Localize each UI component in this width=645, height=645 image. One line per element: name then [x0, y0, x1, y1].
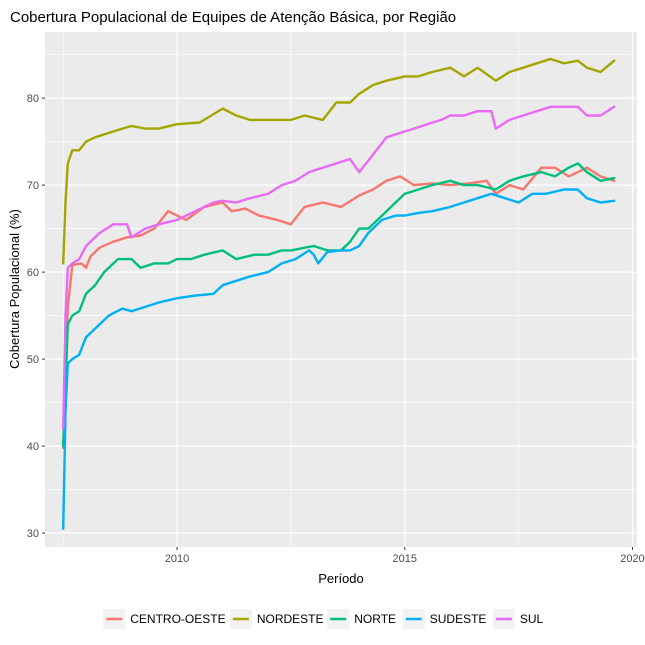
y-tick-label: 80	[27, 93, 39, 105]
legend-item-norte: NORTE	[327, 609, 396, 629]
legend-label: SUDESTE	[430, 612, 487, 626]
y-tick-label: 40	[27, 441, 39, 453]
y-tick-label: 70	[27, 180, 39, 192]
series-line-sul	[62, 105, 616, 430]
series-line-centro-oeste	[62, 166, 616, 449]
legend-label: NORTE	[354, 612, 396, 626]
y-axis-label: Cobertura Populacional (%)	[7, 209, 22, 369]
chart-title: Cobertura Populacional de Equipes de Ate…	[10, 9, 456, 26]
y-tick-label: 30	[27, 528, 39, 540]
series-line-norte	[62, 162, 616, 448]
x-tick-label: 2010	[165, 553, 189, 565]
series-line-nordeste	[62, 57, 616, 265]
legend-item-sudeste: SUDESTE	[402, 609, 487, 629]
y-tick-label: 50	[27, 354, 39, 366]
y-tick-label: 60	[27, 267, 39, 279]
series-layer	[62, 57, 616, 530]
legend-label: SUL	[520, 612, 544, 626]
major-gridlines	[45, 32, 637, 547]
legend-item-centro-oeste: CENTRO-OESTE	[103, 609, 226, 629]
x-axis-label: Período	[318, 571, 364, 586]
axis-ticks: 2010 2015 2020 30 40 50 60 70 80	[27, 93, 645, 565]
legend-item-sul: SUL	[492, 609, 544, 629]
legend-label: CENTRO-OESTE	[130, 612, 225, 626]
legend-label: NORDESTE	[257, 612, 324, 626]
legend-item-nordeste: NORDESTE	[229, 609, 324, 629]
x-tick-label: 2020	[620, 553, 644, 565]
legend: CENTRO-OESTE NORDESTE NORTE SUDESTE SUL	[103, 609, 544, 629]
plot-panel	[45, 32, 637, 547]
series-line-sudeste	[62, 188, 616, 530]
x-tick-label: 2015	[393, 553, 417, 565]
